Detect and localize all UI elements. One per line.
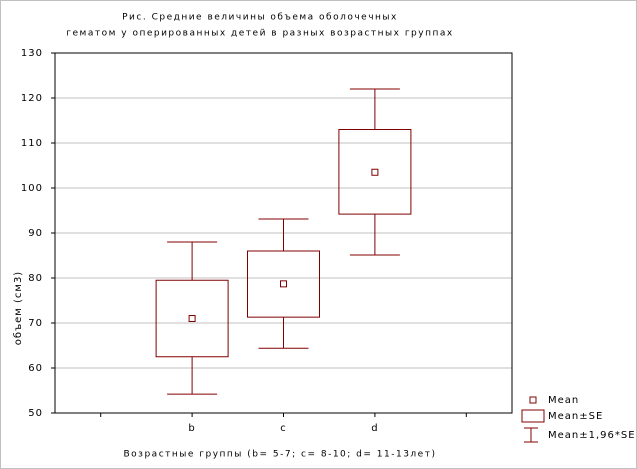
y-tick-label: 60 bbox=[28, 363, 43, 374]
y-tick-label: 110 bbox=[21, 138, 43, 149]
legend-label: Mean bbox=[548, 395, 579, 406]
x-tick-label: c bbox=[280, 423, 287, 434]
y-tick-label: 90 bbox=[28, 228, 43, 239]
mean-marker bbox=[280, 280, 287, 288]
y-tick-label: 80 bbox=[28, 273, 43, 284]
mean-marker bbox=[188, 315, 196, 322]
chart-title: гематом у оперированных детей в разных в… bbox=[66, 29, 453, 39]
legend-marker bbox=[529, 396, 537, 404]
x-tick-label: d bbox=[371, 423, 378, 434]
y-tick-label: 130 bbox=[21, 48, 43, 59]
legend-label: Mean±1,96*SE bbox=[548, 430, 636, 441]
x-tick-label: b bbox=[188, 423, 195, 434]
se-box bbox=[247, 250, 320, 318]
chart-title: Рис. Средние величины объема оболочечных bbox=[122, 13, 398, 23]
legend-marker bbox=[521, 409, 545, 423]
x-axis-label: Возрастные группы (b= 5-7; c= 8-10; d= 1… bbox=[124, 450, 437, 460]
se-box bbox=[338, 129, 412, 215]
legend-label: Mean±SE bbox=[548, 411, 603, 422]
mean-marker bbox=[371, 168, 379, 176]
y-axis-label: объем (см3) bbox=[13, 271, 24, 345]
y-tick-label: 70 bbox=[28, 318, 43, 329]
se-box bbox=[155, 279, 229, 358]
y-tick-label: 120 bbox=[21, 93, 43, 104]
y-tick-label: 50 bbox=[28, 408, 43, 419]
y-tick-label: 100 bbox=[21, 183, 43, 194]
